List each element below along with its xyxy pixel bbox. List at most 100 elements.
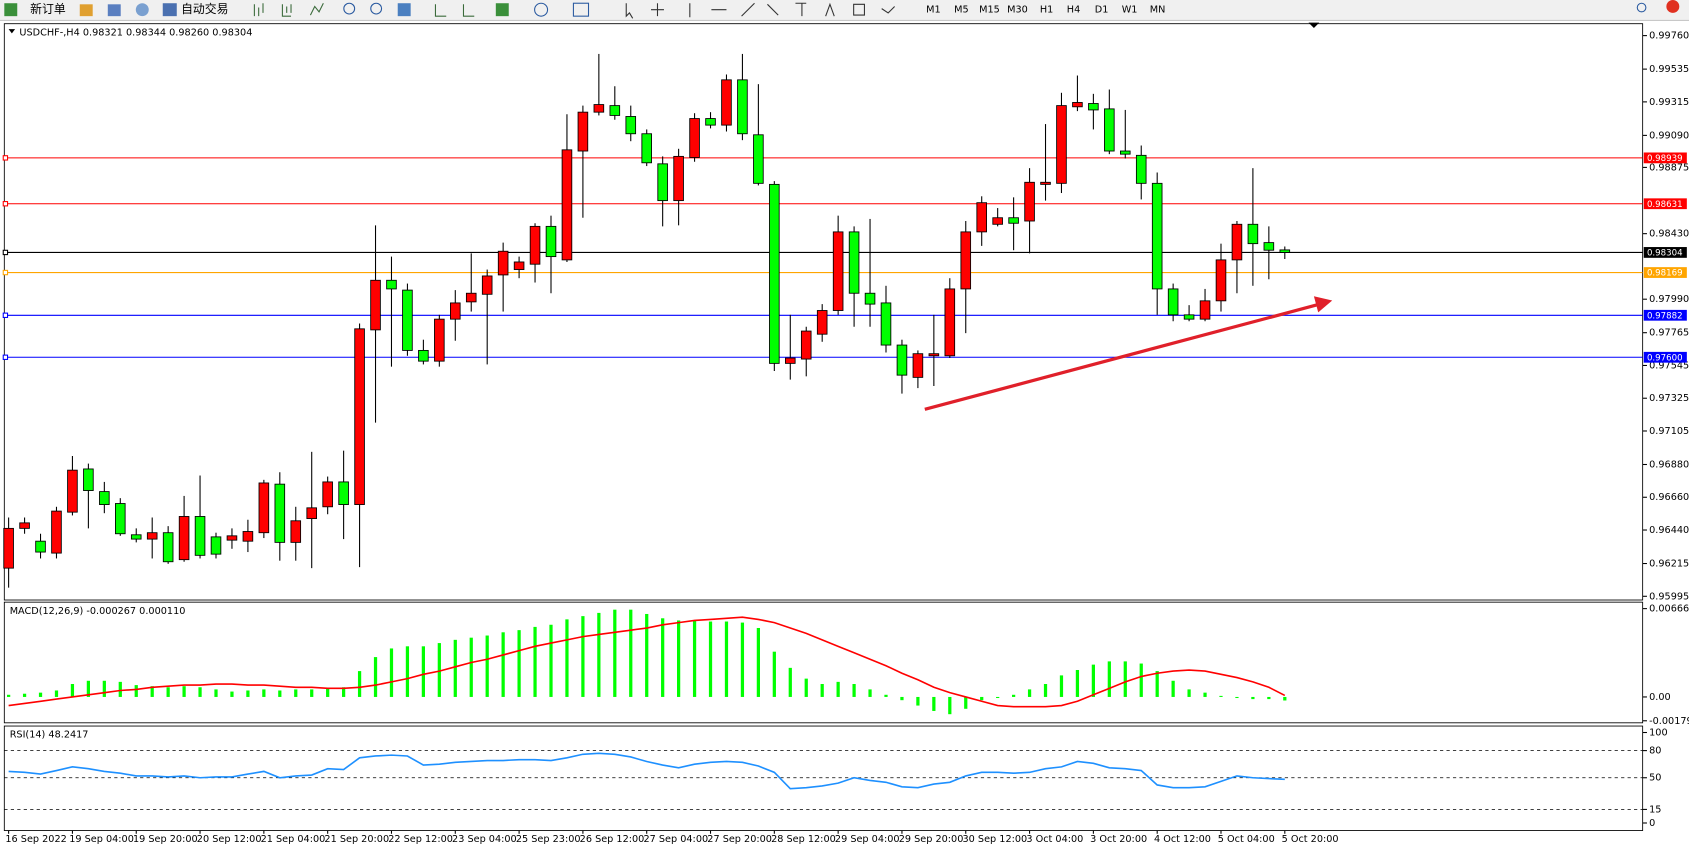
candle-body: [785, 357, 796, 364]
x-tick-label: 5 Oct 04:00: [1218, 834, 1275, 845]
icon[interactable]: [135, 3, 149, 17]
timeframe-button[interactable]: M30: [1007, 5, 1028, 16]
macd-bar: [326, 688, 330, 697]
periods[interactable]: [534, 2, 549, 17]
macd-bar: [166, 687, 170, 697]
x-tick-label: 29 Sep 04:00: [835, 834, 900, 845]
timeframe-button[interactable]: M1: [926, 5, 941, 16]
level-label-box: [1643, 267, 1687, 278]
candle-body: [1199, 300, 1211, 320]
tile[interactable]: [397, 3, 411, 17]
macd-bar: [1187, 689, 1191, 697]
candle-body: [3, 527, 14, 569]
macd-bar: [150, 686, 154, 697]
candle-body: [178, 516, 190, 561]
candle-body: [513, 261, 525, 270]
symbol-marker: [8, 29, 16, 34]
timeframe-button[interactable]: D1: [1095, 5, 1109, 16]
macd-bar: [54, 690, 59, 697]
candle-body: [1247, 223, 1259, 245]
candle-body: [832, 231, 844, 311]
candle-body: [529, 225, 541, 265]
candle-body: [545, 225, 557, 258]
timeframe-button[interactable]: W1: [1122, 5, 1138, 16]
arrow-head: [1313, 296, 1333, 313]
level-label: 0.97882: [1647, 311, 1683, 321]
candle-body: [1104, 108, 1115, 152]
panel-title: USDCHF-,H4 0.98321 0.98344 0.98260 0.983…: [19, 27, 252, 38]
button-label: 新订单: [30, 2, 66, 16]
candle-body: [1024, 181, 1035, 222]
timeframe-button[interactable]: MN: [1150, 5, 1166, 16]
macd-bar: [1027, 689, 1032, 697]
indicators[interactable]: [495, 3, 509, 17]
icon[interactable]: [107, 4, 121, 17]
draw-tools[interactable]: [625, 2, 807, 19]
x-tick-label: 30 Sep 12:00: [963, 834, 1028, 845]
macd-bar: [613, 609, 617, 697]
macd-bar: [70, 684, 75, 697]
macd-bar: [421, 646, 425, 697]
candle-body: [1167, 288, 1179, 316]
icon[interactable]: [79, 4, 93, 17]
notifications[interactable]: [1666, 0, 1680, 13]
macd-bar: [469, 637, 473, 697]
x-tick-label: 29 Sep 20:00: [899, 834, 964, 845]
macd-bar: [214, 689, 218, 697]
candle-body: [912, 353, 924, 378]
macd-bar: [533, 626, 537, 697]
macd-bar: [804, 678, 808, 697]
zoom-in[interactable]: [343, 2, 356, 15]
zoom-out[interactable]: [370, 2, 383, 15]
timeframe-button[interactable]: H4: [1067, 5, 1080, 16]
candle-body: [944, 288, 956, 357]
level-label-box: [1643, 198, 1687, 210]
macd-bar: [836, 681, 840, 697]
auto-trading-button[interactable]: 自动交易: [162, 2, 229, 16]
macd-bar: [1171, 680, 1175, 697]
arrows-tool[interactable]: [881, 6, 896, 14]
icon[interactable]: [309, 2, 324, 16]
macd-bar: [294, 689, 298, 697]
level-handle: [2, 354, 9, 360]
candle-body: [689, 118, 700, 158]
search[interactable]: [1636, 2, 1647, 13]
macd-bar: [86, 680, 91, 697]
candle-body: [130, 534, 142, 540]
candle-body: [402, 289, 413, 351]
y-tick-label: 0.97990: [1649, 294, 1689, 305]
text-tools[interactable]: [825, 2, 865, 17]
candle-body: [1231, 223, 1243, 261]
macd-panel: [3, 601, 1644, 724]
candle-body: [976, 202, 987, 233]
x-tick-label: 3 Oct 04:00: [1026, 834, 1083, 845]
new-order-button[interactable]: 新订单: [4, 2, 66, 16]
y-tick-label: 0.96880: [1649, 459, 1689, 470]
y-tick-label: 0.95995: [1649, 591, 1689, 602]
macd-bar: [7, 694, 11, 697]
macd-bar: [1155, 671, 1159, 697]
macd-bar: [357, 671, 362, 697]
timeframe-button[interactable]: M5: [954, 5, 969, 16]
panels: [3, 22, 1644, 831]
shift-marker: [1308, 22, 1320, 29]
candle-body: [1040, 181, 1051, 185]
x-tick-label: 3 Oct 20:00: [1090, 834, 1147, 845]
level-label: 0.98169: [1647, 269, 1683, 279]
templates[interactable]: [572, 2, 590, 17]
candle-body: [625, 116, 637, 135]
icon[interactable]: [281, 4, 292, 17]
scroll[interactable]: [434, 4, 475, 17]
icon[interactable]: [253, 3, 264, 17]
candle-body: [1151, 182, 1163, 290]
timeframe-button[interactable]: M15: [979, 5, 1000, 16]
timeframe-button[interactable]: H1: [1040, 5, 1053, 16]
y-tick-label: 0.96215: [1649, 559, 1689, 570]
candle-body: [162, 532, 174, 563]
candle-body: [370, 279, 381, 331]
y-tick-label: 0.99760: [1649, 31, 1689, 42]
macd-bar: [405, 646, 410, 697]
macd-bar: [661, 618, 665, 697]
candle-body: [1215, 259, 1227, 302]
